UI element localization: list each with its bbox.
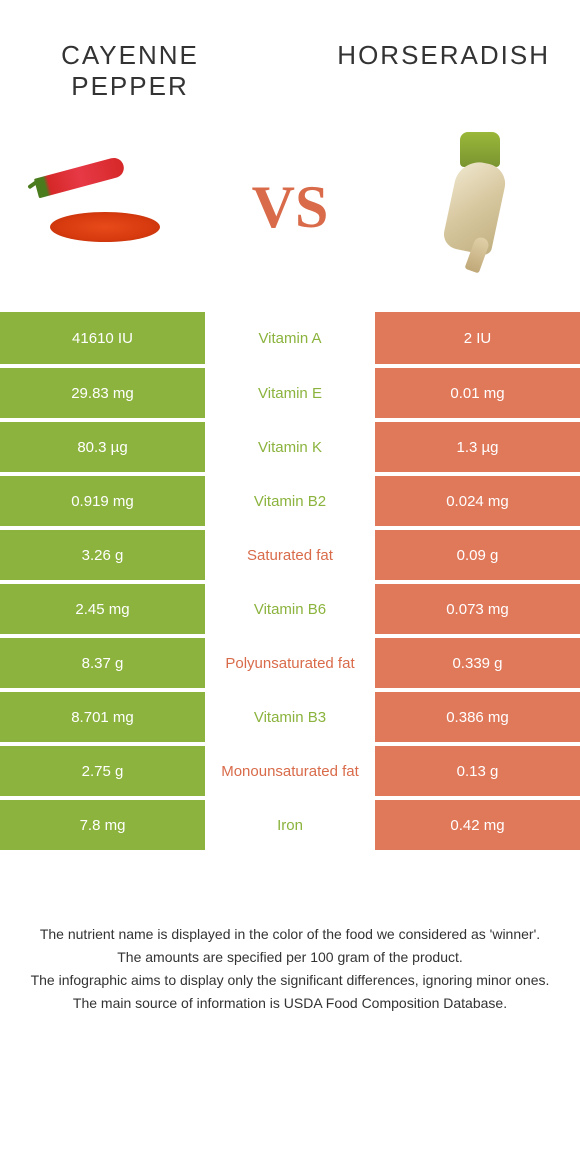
right-value: 0.01 mg [375,366,580,420]
title-left: CAYENNE PEPPER [30,40,230,102]
left-value: 2.75 g [0,744,205,798]
right-value: 0.024 mg [375,474,580,528]
left-value: 8.37 g [0,636,205,690]
table-row: 29.83 mgVitamin E0.01 mg [0,366,580,420]
nutrient-label: Vitamin B2 [205,474,375,528]
title-right: HORSERADISH [300,40,550,102]
nutrient-label: Monounsaturated fat [205,744,375,798]
left-value: 7.8 mg [0,798,205,852]
nutrient-label: Vitamin E [205,366,375,420]
right-value: 0.339 g [375,636,580,690]
right-value: 0.073 mg [375,582,580,636]
nutrient-label: Saturated fat [205,528,375,582]
table-row: 80.3 µgVitamin K1.3 µg [0,420,580,474]
table-row: 2.45 mgVitamin B60.073 mg [0,582,580,636]
left-value: 41610 IU [0,312,205,366]
right-value: 0.13 g [375,744,580,798]
right-value: 0.09 g [375,528,580,582]
header: CAYENNE PEPPER HORSERADISH [0,0,580,122]
images-row: VS [0,122,580,312]
left-value: 2.45 mg [0,582,205,636]
nutrient-label: Vitamin B6 [205,582,375,636]
horseradish-image [400,132,550,282]
nutrient-table: 41610 IUVitamin A2 IU29.83 mgVitamin E0.… [0,312,580,854]
cayenne-pepper-image [30,132,180,282]
nutrient-label: Vitamin B3 [205,690,375,744]
table-row: 7.8 mgIron0.42 mg [0,798,580,852]
nutrient-label: Iron [205,798,375,852]
footer-line: The infographic aims to display only the… [30,970,550,991]
footer-line: The nutrient name is displayed in the co… [30,924,550,945]
nutrient-label: Vitamin A [205,312,375,366]
vs-label: VS [252,173,329,242]
right-value: 0.42 mg [375,798,580,852]
table-row: 8.701 mgVitamin B30.386 mg [0,690,580,744]
nutrient-label: Vitamin K [205,420,375,474]
right-value: 0.386 mg [375,690,580,744]
footer-line: The amounts are specified per 100 gram o… [30,947,550,968]
table-row: 3.26 gSaturated fat0.09 g [0,528,580,582]
left-value: 8.701 mg [0,690,205,744]
right-value: 2 IU [375,312,580,366]
left-value: 3.26 g [0,528,205,582]
left-value: 29.83 mg [0,366,205,420]
left-value: 80.3 µg [0,420,205,474]
table-row: 2.75 gMonounsaturated fat0.13 g [0,744,580,798]
footer-line: The main source of information is USDA F… [30,993,550,1014]
left-value: 0.919 mg [0,474,205,528]
nutrient-label: Polyunsaturated fat [205,636,375,690]
footer-notes: The nutrient name is displayed in the co… [0,854,580,1036]
table-row: 41610 IUVitamin A2 IU [0,312,580,366]
table-row: 0.919 mgVitamin B20.024 mg [0,474,580,528]
right-value: 1.3 µg [375,420,580,474]
table-row: 8.37 gPolyunsaturated fat0.339 g [0,636,580,690]
